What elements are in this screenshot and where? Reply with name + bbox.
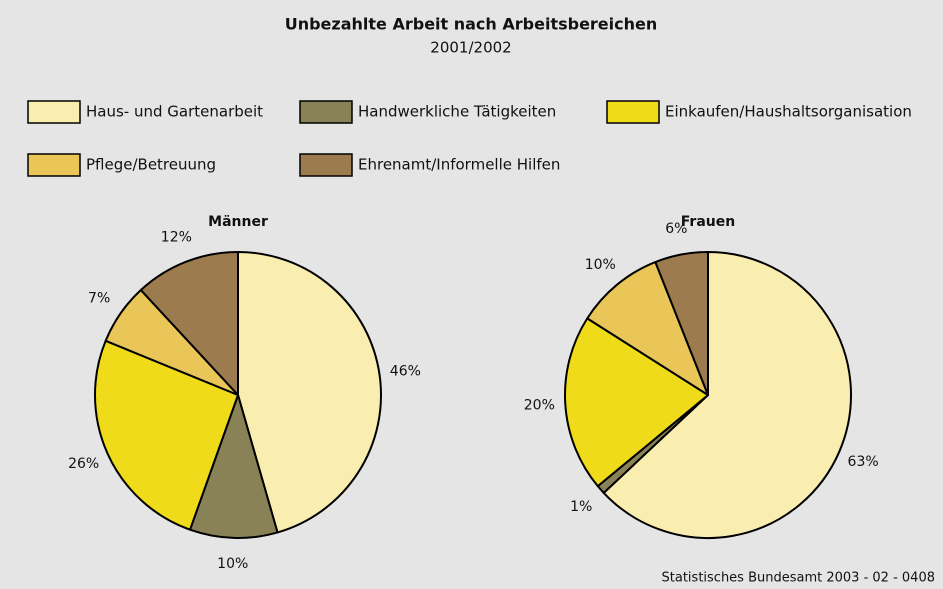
value-label: 10% bbox=[585, 257, 616, 273]
legend-label: Haus- und Gartenarbeit bbox=[86, 103, 263, 121]
source: Statistisches Bundesamt 2003 - 02 - 0408 bbox=[662, 571, 935, 586]
legend-label: Handwerkliche Tätigkeiten bbox=[358, 103, 556, 121]
value-label: 1% bbox=[570, 499, 592, 515]
value-label: 26% bbox=[68, 456, 99, 472]
pie-slice bbox=[654, 251, 709, 396]
value-label: 20% bbox=[524, 398, 555, 414]
chart-title: Unbezahlte Arbeit nach Arbeitsbereichen bbox=[285, 15, 658, 34]
legend-label: Einkaufen/Haushaltsorganisation bbox=[665, 103, 912, 121]
legend-swatch bbox=[606, 100, 660, 124]
value-label: 10% bbox=[217, 556, 248, 572]
value-label: 46% bbox=[390, 363, 421, 379]
legend-swatch bbox=[27, 153, 81, 177]
value-label: 63% bbox=[848, 454, 879, 470]
chart-subtitle: 2001/2002 bbox=[430, 39, 511, 57]
pie-title: Frauen bbox=[681, 214, 735, 230]
pie-slice bbox=[139, 251, 239, 396]
legend-label: Ehrenamt/Informelle Hilfen bbox=[358, 156, 560, 174]
legend-swatch bbox=[299, 153, 353, 177]
pie-slice bbox=[237, 251, 382, 534]
pie-slice bbox=[602, 251, 852, 539]
pie-slice bbox=[586, 261, 709, 396]
value-label: 6% bbox=[665, 221, 687, 237]
value-label: 12% bbox=[161, 230, 192, 246]
pie-slice bbox=[94, 339, 239, 531]
pie-slice bbox=[564, 317, 709, 488]
legend-swatch bbox=[27, 100, 81, 124]
pie-title: Männer bbox=[208, 214, 268, 230]
pie-slice bbox=[189, 394, 279, 539]
legend-swatch bbox=[299, 100, 353, 124]
legend-label: Pflege/Betreuung bbox=[86, 156, 216, 174]
value-label: 7% bbox=[88, 291, 110, 307]
